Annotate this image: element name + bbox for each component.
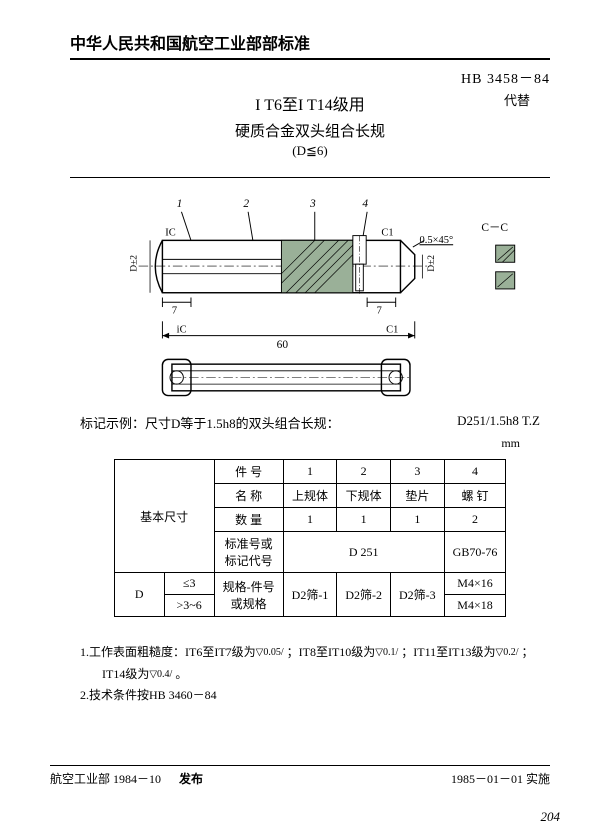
callout-2: 2 [243,198,249,210]
dim-D: D [114,573,164,617]
standard-code: HB 3458－84 [461,68,550,88]
title-line3: (D≦6) [70,143,550,159]
dim-d-left: D±2 [130,255,140,272]
row-name: 名 称 [214,484,283,508]
label-chamfer: 0.5×45° [420,235,454,246]
page-number: 204 [541,809,561,825]
label-section: C－C [481,222,508,234]
th-partno: 件 号 [214,460,283,484]
label-ic-bottom: iC [177,325,187,336]
label-ic: IC [165,228,175,239]
note-2: 2.技术条件按HB 3460－84 [80,685,550,707]
org-title: 中华人民共和国航空工业部部标准 [70,30,550,60]
technical-diagram: 1 2 3 4 [70,177,550,407]
row-std: 标准号或 标记代号 [214,532,283,573]
notes-block: 1.工作表面粗糙度：IT6至IT7级为▽0.05/ ；IT8至IT10级为▽0.… [70,642,550,707]
title-line2: 硬质合金双头组合长规 [70,120,550,141]
row-qty: 数 量 [214,508,283,532]
marking-example: D251/1.5h8 T.Z [457,413,540,432]
callout-1: 1 [177,198,183,210]
callout-4: 4 [362,198,368,210]
title-line1: I T6至I T14级用 [70,94,550,118]
callout-3: 3 [309,198,316,210]
dim-d-right: D±2 [427,255,437,272]
label-c1-bottom: C1 [386,325,398,336]
unit-label: mm [70,436,550,451]
row-spec: 规格-件号 或规格 [214,573,283,617]
dim-7a: 7 [172,306,177,317]
spec-table: 基本尺寸 件 号 1 2 3 4 名 称 上规体 下规体 垫片 螺 钉 数 量 … [114,459,507,617]
dim-length: 60 [277,339,289,351]
replace-label: 代替 [504,90,530,109]
footer: 航空工业部 1984－10 发布 1985－01－01 实施 [50,765,550,787]
dim-7b: 7 [377,306,382,317]
label-c1: C1 [381,228,393,239]
th-basic: 基本尺寸 [114,460,214,573]
marking-label: 标记示例：尺寸D等于1.5h8的双头组合长规： [80,413,340,432]
